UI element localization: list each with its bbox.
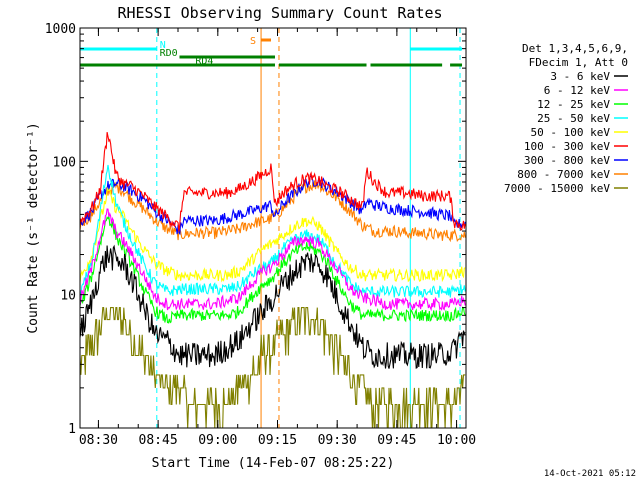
x-tick-label: 09:45 <box>377 433 416 448</box>
x-tick-label: 09:30 <box>318 433 357 448</box>
flag-label-S: S <box>250 36 256 47</box>
legend-label: 800 - 7000 keV <box>517 168 610 181</box>
legend: Det 1,3,4,5,6,9,FDecim 1, Att 03 - 6 keV… <box>504 42 628 195</box>
x-tick-label: 08:45 <box>139 433 178 448</box>
legend-header: FDecim 1, Att 0 <box>529 56 628 69</box>
series-line-8 <box>80 307 466 428</box>
series-line-5 <box>80 131 466 232</box>
chart-title: RHESSI Observing Summary Count Rates <box>117 4 442 22</box>
series-line-1 <box>80 208 466 312</box>
legend-label: 50 - 100 keV <box>531 126 611 139</box>
legend-header: Det 1,3,4,5,6,9, <box>522 42 628 55</box>
legend-label: 100 - 300 keV <box>524 140 610 153</box>
x-axis-label: Start Time (14-Feb-07 08:25:22) <box>152 456 395 471</box>
flag-label-RD0: RD0 <box>160 48 178 59</box>
footer-date: 14-Oct-2021 05:12 <box>544 469 636 479</box>
series-line-0 <box>80 244 466 369</box>
series-line-3 <box>80 164 466 299</box>
legend-label: 7000 - 15000 keV <box>504 182 610 195</box>
series-line-7 <box>80 180 466 243</box>
legend-label: 12 - 25 keV <box>537 98 610 111</box>
legend-label: 3 - 6 keV <box>550 70 610 83</box>
plot-frame <box>79 27 467 429</box>
y-tick-label: 1000 <box>45 22 76 37</box>
y-tick-label: 1 <box>68 422 76 437</box>
legend-label: 25 - 50 keV <box>537 112 610 125</box>
series-line-2 <box>80 215 466 324</box>
x-tick-label: 08:30 <box>79 433 118 448</box>
y-tick-label: 100 <box>53 155 76 170</box>
y-tick-label: 10 <box>60 289 76 304</box>
y-axis-label: Count Rate (s⁻¹ detector⁻¹) <box>26 122 41 333</box>
flag-label-N: N <box>160 40 166 51</box>
legend-label: 300 - 800 keV <box>524 154 610 167</box>
series-line-4 <box>80 186 466 283</box>
x-tick-label: 09:15 <box>258 433 297 448</box>
x-tick-label: 10:00 <box>437 433 476 448</box>
legend-label: 6 - 12 keV <box>544 84 611 97</box>
x-tick-label: 09:00 <box>198 433 237 448</box>
flag-label-RD4: RD4 <box>195 56 213 67</box>
